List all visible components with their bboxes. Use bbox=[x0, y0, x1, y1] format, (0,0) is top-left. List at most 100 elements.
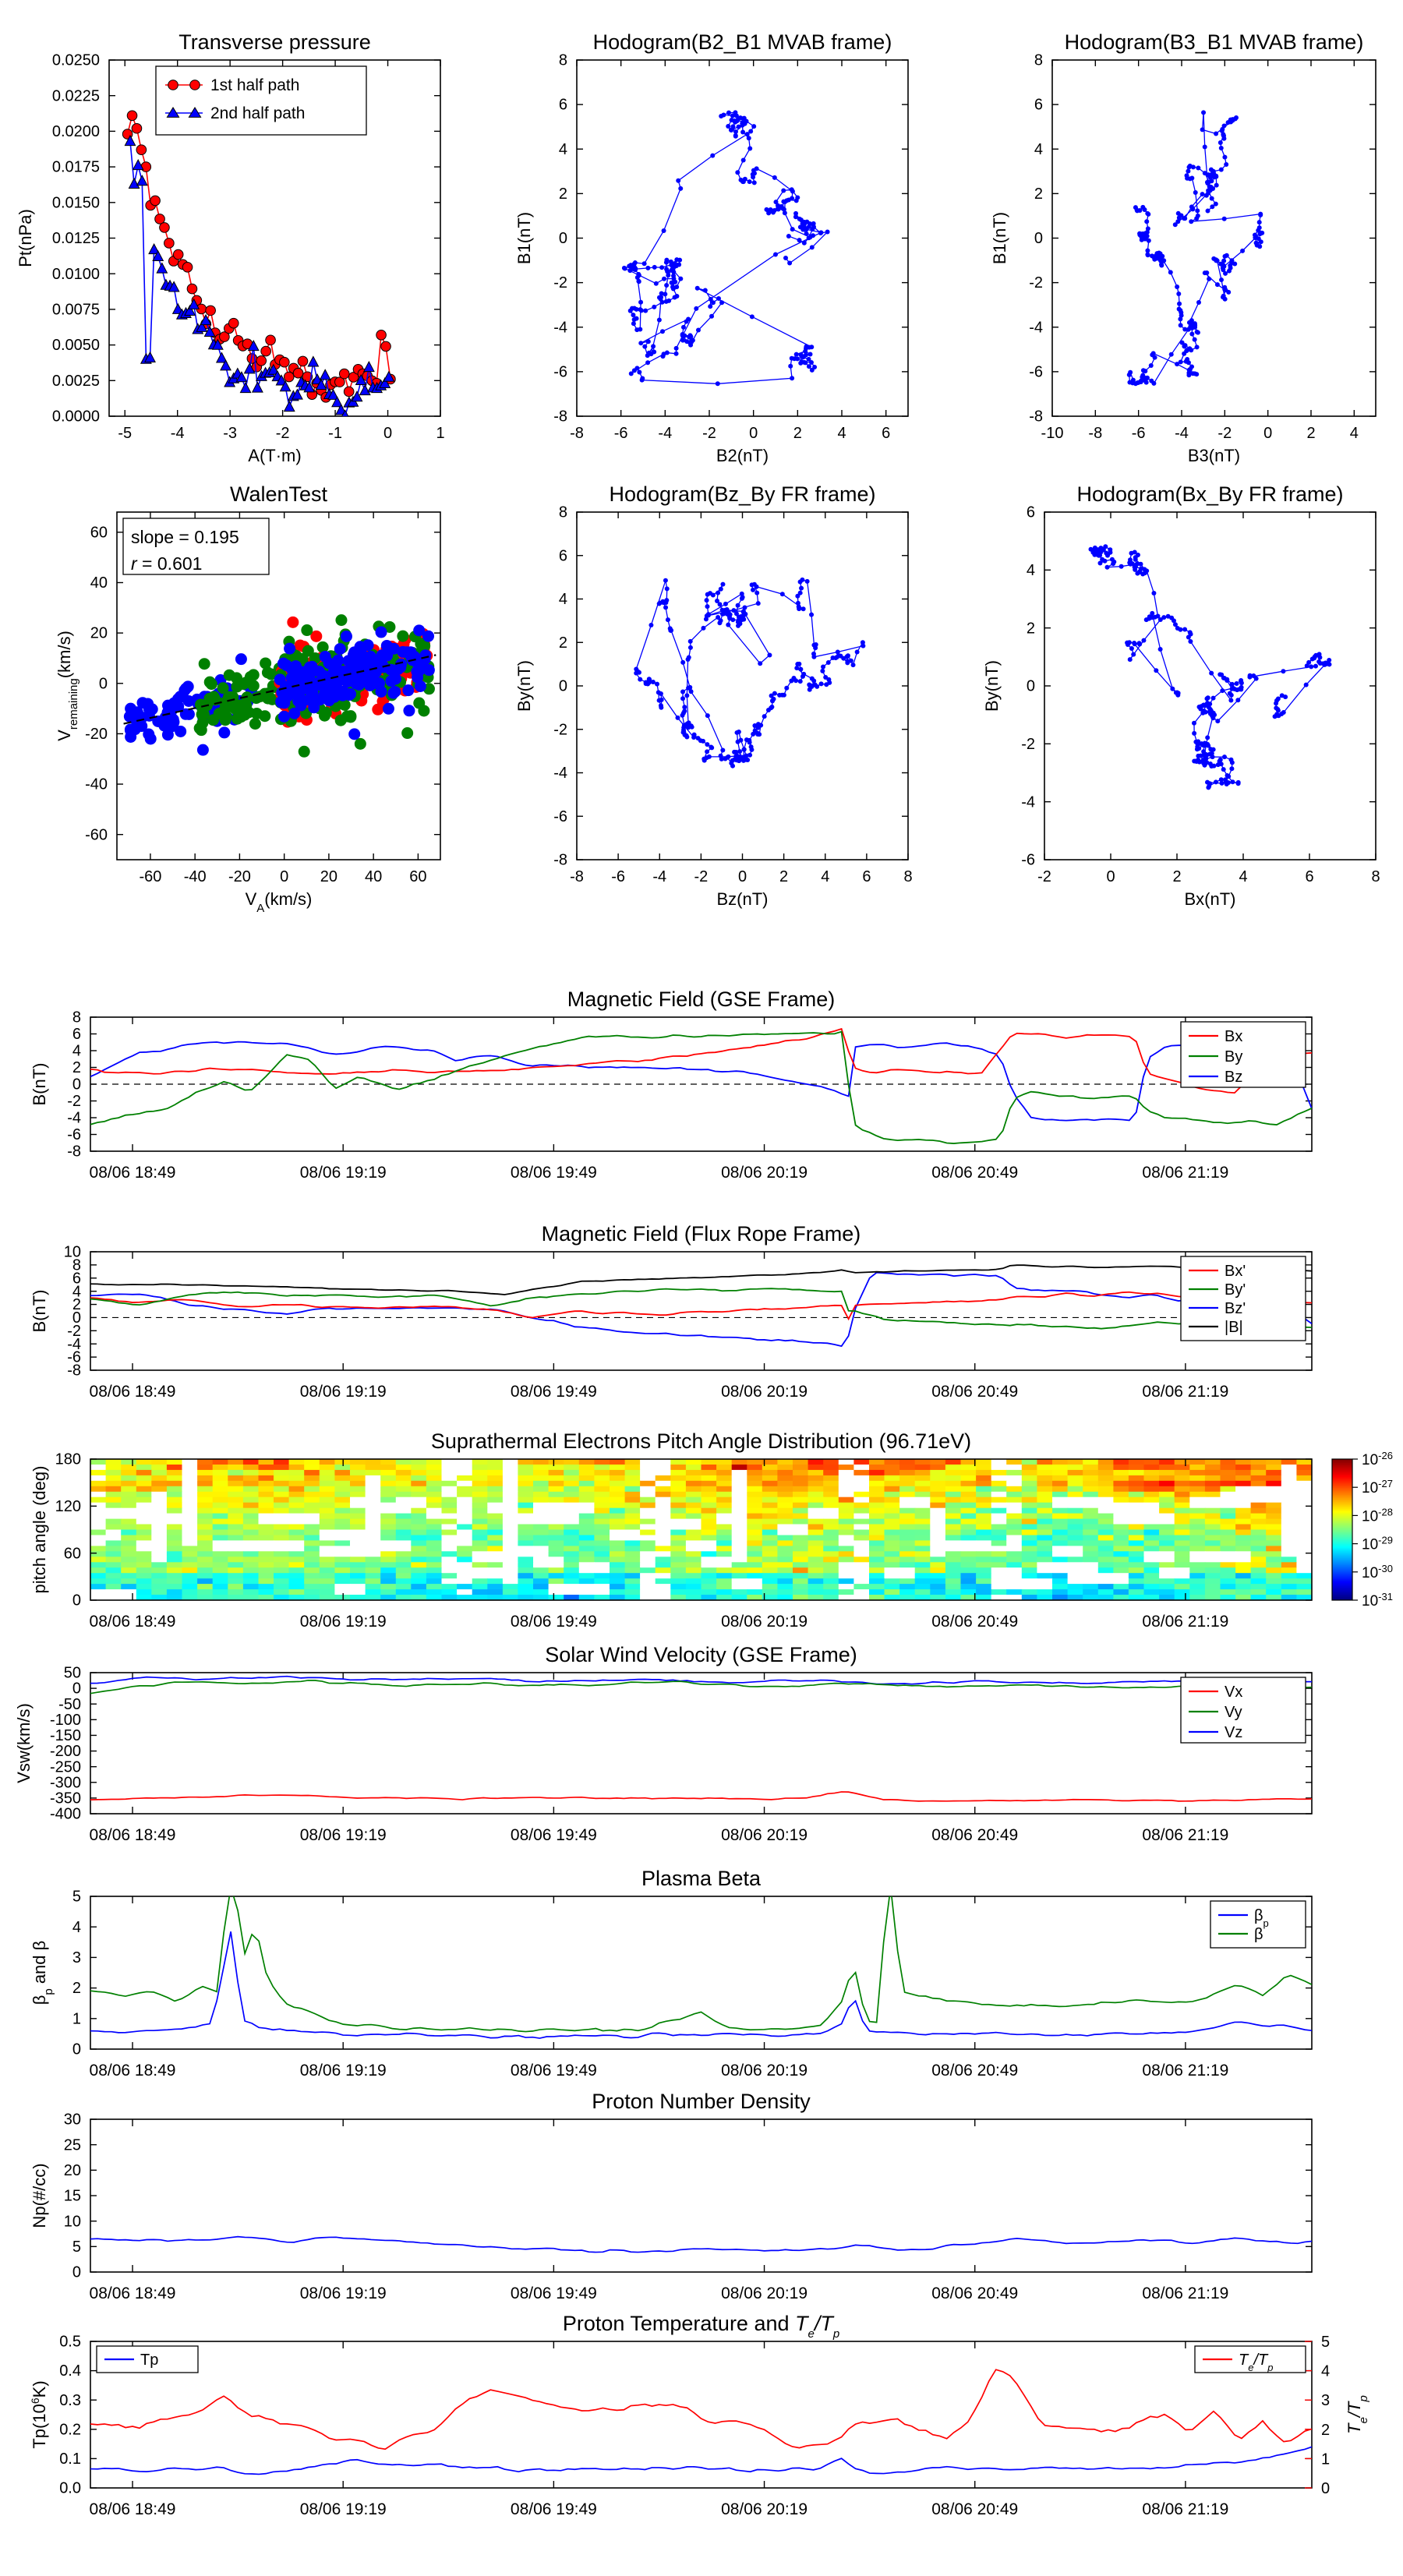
svg-text:Tp(106K): Tp(106K) bbox=[29, 2380, 49, 2448]
svg-text:5: 5 bbox=[72, 2239, 81, 2256]
svg-text:-100: -100 bbox=[50, 1712, 81, 1729]
svg-text:08/06 18:49: 08/06 18:49 bbox=[90, 1164, 176, 1182]
svg-text:08/06 19:49: 08/06 19:49 bbox=[511, 2284, 597, 2302]
svg-text:-50: -50 bbox=[58, 1696, 81, 1713]
svg-text:08/06 18:49: 08/06 18:49 bbox=[90, 2062, 176, 2080]
svg-text:-200: -200 bbox=[50, 1743, 81, 1760]
svg-text:08/06 18:49: 08/06 18:49 bbox=[90, 1383, 176, 1401]
svg-text:0.3: 0.3 bbox=[59, 2392, 81, 2409]
svg-text:08/06 21:19: 08/06 21:19 bbox=[1142, 1613, 1228, 1631]
svg-text:08/06 21:19: 08/06 21:19 bbox=[1142, 1164, 1228, 1182]
svg-text:Np(#/cc): Np(#/cc) bbox=[30, 2163, 49, 2228]
svg-text:10-30: 10-30 bbox=[1362, 1562, 1393, 1581]
svg-text:15: 15 bbox=[64, 2188, 81, 2205]
svg-text:08/06 19:49: 08/06 19:49 bbox=[511, 1826, 597, 1844]
svg-text:By: By bbox=[1225, 1048, 1242, 1065]
svg-text:Suprathermal Electrons Pitch A: Suprathermal Electrons Pitch Angle Distr… bbox=[431, 1429, 971, 1453]
svg-text:3: 3 bbox=[1321, 2392, 1330, 2409]
svg-text:B(nT): B(nT) bbox=[30, 1063, 49, 1106]
svg-text:30: 30 bbox=[64, 2111, 81, 2129]
svg-text:25: 25 bbox=[64, 2136, 81, 2154]
svg-text:08/06 20:19: 08/06 20:19 bbox=[721, 1383, 808, 1401]
svg-text:5: 5 bbox=[72, 1889, 81, 1906]
svg-text:Tp: Tp bbox=[140, 2352, 158, 2369]
svg-text:Vz: Vz bbox=[1225, 1724, 1242, 1741]
svg-text:0.5: 0.5 bbox=[59, 2334, 81, 2351]
svg-text:|B|: |B| bbox=[1225, 1319, 1243, 1336]
svg-text:Bx': Bx' bbox=[1225, 1263, 1246, 1280]
svg-text:08/06 19:19: 08/06 19:19 bbox=[300, 1826, 387, 1844]
svg-text:08/06 18:49: 08/06 18:49 bbox=[90, 2500, 176, 2518]
svg-text:1: 1 bbox=[1321, 2451, 1330, 2468]
svg-text:08/06 20:49: 08/06 20:49 bbox=[931, 1164, 1018, 1182]
svg-text:08/06 20:19: 08/06 20:19 bbox=[721, 2062, 808, 2080]
svg-text:β: β bbox=[1254, 1926, 1263, 1943]
svg-text:By': By' bbox=[1225, 1281, 1246, 1299]
svg-text:-350: -350 bbox=[50, 1790, 81, 1807]
svg-text:5: 5 bbox=[1321, 2334, 1330, 2351]
svg-text:08/06 20:19: 08/06 20:19 bbox=[721, 2500, 808, 2518]
svg-text:50: 50 bbox=[64, 1665, 81, 1682]
svg-text:08/06 20:49: 08/06 20:49 bbox=[931, 2284, 1018, 2302]
svg-text:180: 180 bbox=[55, 1451, 81, 1468]
svg-text:Magnetic Field (GSE Frame): Magnetic Field (GSE Frame) bbox=[567, 988, 836, 1011]
svg-text:08/06 21:19: 08/06 21:19 bbox=[1142, 1826, 1228, 1844]
svg-text:08/06 20:19: 08/06 20:19 bbox=[721, 1164, 808, 1182]
svg-text:-6: -6 bbox=[67, 1126, 81, 1143]
svg-text:2: 2 bbox=[72, 1980, 81, 1997]
svg-text:08/06 20:49: 08/06 20:49 bbox=[931, 1613, 1018, 1631]
svg-text:08/06 21:19: 08/06 21:19 bbox=[1142, 1383, 1228, 1401]
svg-text:10-31: 10-31 bbox=[1362, 1591, 1393, 1610]
svg-text:βp and β: βp and β bbox=[30, 1941, 55, 2005]
svg-text:08/06 19:19: 08/06 19:19 bbox=[300, 2284, 387, 2302]
svg-text:Te/Tp: Te/Tp bbox=[1345, 2395, 1370, 2434]
svg-text:08/06 20:19: 08/06 20:19 bbox=[721, 2284, 808, 2302]
svg-text:0.4: 0.4 bbox=[59, 2362, 81, 2380]
svg-text:08/06 19:19: 08/06 19:19 bbox=[300, 1613, 387, 1631]
svg-text:08/06 19:49: 08/06 19:49 bbox=[511, 1383, 597, 1401]
svg-text:120: 120 bbox=[55, 1498, 81, 1515]
svg-text:10: 10 bbox=[64, 1244, 81, 1261]
svg-text:4: 4 bbox=[1321, 2363, 1330, 2380]
svg-text:2: 2 bbox=[72, 1059, 81, 1076]
svg-text:08/06 19:19: 08/06 19:19 bbox=[300, 1383, 387, 1401]
svg-text:60: 60 bbox=[64, 1545, 81, 1562]
svg-text:Vsw(km/s): Vsw(km/s) bbox=[14, 1703, 34, 1783]
svg-text:08/06 20:49: 08/06 20:49 bbox=[931, 1826, 1018, 1844]
svg-text:08/06 18:49: 08/06 18:49 bbox=[90, 2284, 176, 2302]
svg-text:20: 20 bbox=[64, 2162, 81, 2179]
svg-text:08/06 20:19: 08/06 20:19 bbox=[721, 1826, 808, 1844]
svg-text:10: 10 bbox=[64, 2213, 81, 2230]
svg-text:08/06 18:49: 08/06 18:49 bbox=[90, 1826, 176, 1844]
svg-text:10-27: 10-27 bbox=[1362, 1478, 1393, 1497]
svg-text:Solar Wind Velocity (GSE Frame: Solar Wind Velocity (GSE Frame) bbox=[545, 1643, 857, 1666]
svg-text:3: 3 bbox=[72, 1949, 81, 1966]
svg-text:2: 2 bbox=[1321, 2422, 1330, 2439]
svg-text:pitch angle (deg): pitch angle (deg) bbox=[30, 1466, 49, 1594]
svg-text:4: 4 bbox=[72, 1043, 81, 1060]
svg-text:0: 0 bbox=[1321, 2480, 1330, 2497]
svg-text:0.2: 0.2 bbox=[59, 2421, 81, 2438]
svg-text:Vy: Vy bbox=[1225, 1704, 1242, 1721]
svg-text:08/06 18:49: 08/06 18:49 bbox=[90, 1613, 176, 1631]
svg-text:Proton Number Density: Proton Number Density bbox=[592, 2090, 811, 2113]
svg-text:08/06 21:19: 08/06 21:19 bbox=[1142, 2284, 1228, 2302]
svg-text:08/06 19:19: 08/06 19:19 bbox=[300, 1164, 387, 1182]
svg-text:0: 0 bbox=[72, 2264, 81, 2281]
svg-text:0.0: 0.0 bbox=[59, 2480, 81, 2497]
svg-text:Proton Temperature and Te/Tp: Proton Temperature and Te/Tp bbox=[563, 2312, 839, 2341]
svg-text:10-28: 10-28 bbox=[1362, 1506, 1393, 1525]
svg-text:-4: -4 bbox=[67, 1110, 81, 1127]
svg-text:-150: -150 bbox=[50, 1727, 81, 1744]
svg-text:8: 8 bbox=[72, 1009, 81, 1027]
svg-text:0.1: 0.1 bbox=[59, 2451, 81, 2468]
svg-text:0: 0 bbox=[72, 1680, 81, 1698]
svg-text:B(nT): B(nT) bbox=[30, 1290, 49, 1333]
svg-text:Plasma Beta: Plasma Beta bbox=[641, 1867, 762, 1890]
svg-text:Bz: Bz bbox=[1225, 1069, 1242, 1086]
svg-text:08/06 20:19: 08/06 20:19 bbox=[721, 1613, 808, 1631]
svg-text:-400: -400 bbox=[50, 1806, 81, 1823]
svg-text:08/06 19:19: 08/06 19:19 bbox=[300, 2062, 387, 2080]
svg-text:0: 0 bbox=[72, 1592, 81, 1610]
svg-text:4: 4 bbox=[72, 1919, 81, 1936]
